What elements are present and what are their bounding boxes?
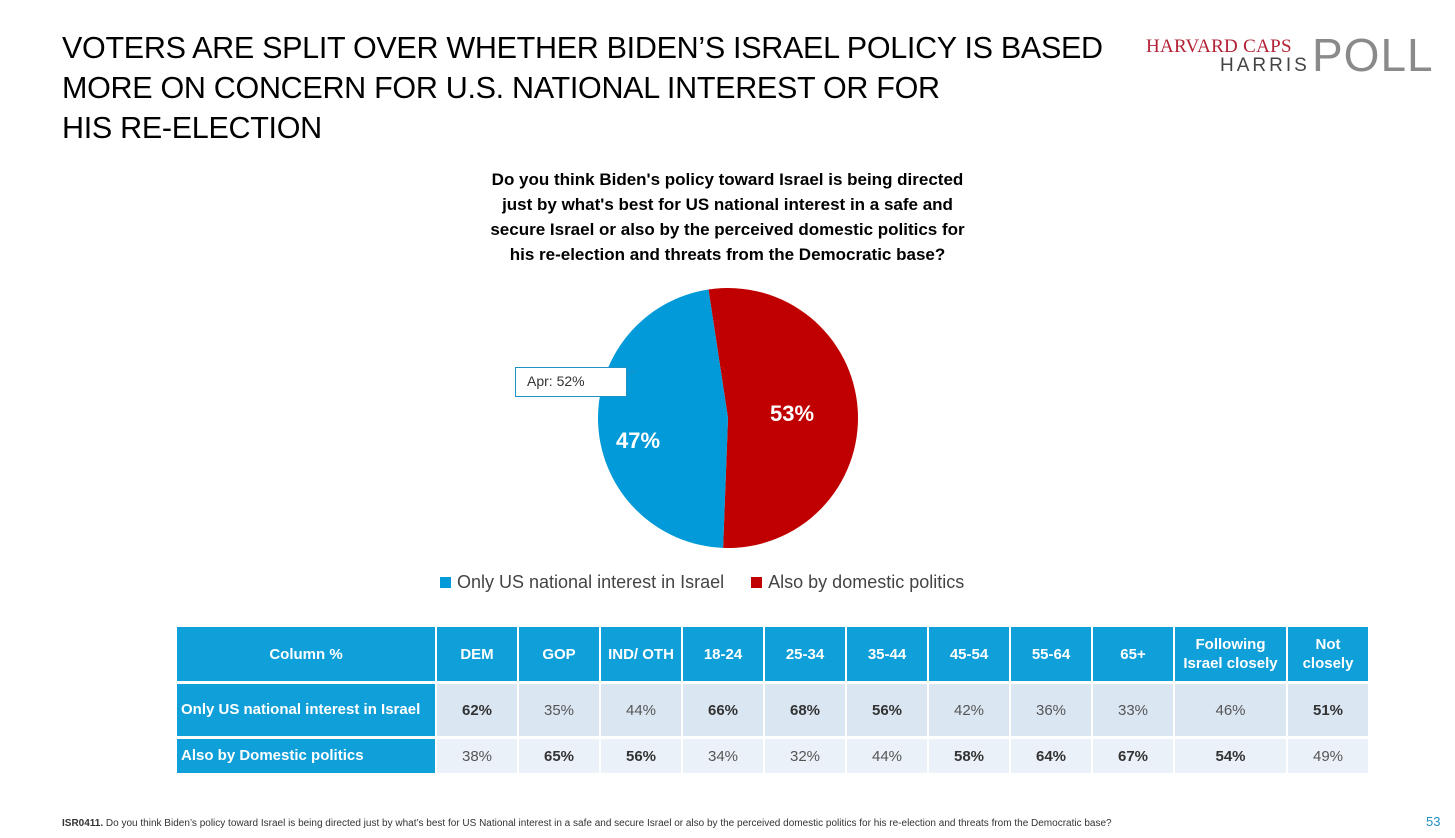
legend-item: Also by domestic politics (751, 572, 964, 593)
slide-title: VOTERS ARE SPLIT OVER WHETHER BIDEN’S IS… (62, 28, 1132, 148)
table-cell: 51% (1288, 684, 1368, 736)
table-cell: 36% (1011, 684, 1091, 736)
table-cell: 56% (847, 684, 927, 736)
table-cell: 54% (1175, 739, 1286, 773)
column-header: 45-54 (929, 627, 1009, 681)
column-header: GOP (519, 627, 599, 681)
legend-item: Only US national interest in Israel (440, 572, 724, 593)
legend-swatch-red (751, 577, 763, 588)
table-cell: 33% (1093, 684, 1173, 736)
column-header: IND/ OTH (601, 627, 681, 681)
pie-slice-national-interest (597, 289, 728, 548)
slide-title-line: MORE ON CONCERN FOR U.S. NATIONAL INTERE… (62, 71, 940, 105)
table-cell: 68% (765, 684, 845, 736)
table-cell: 67% (1093, 739, 1173, 773)
table-cell: 66% (683, 684, 763, 736)
table-cell: 35% (519, 684, 599, 736)
table-cell: 56% (601, 739, 681, 773)
table-cell: 58% (929, 739, 1009, 773)
table-cell: 65% (519, 739, 599, 773)
survey-question: Do you think Biden's policy toward Israe… (440, 167, 1015, 267)
slide-title-line: HIS RE-ELECTION (62, 111, 322, 145)
column-header: 65+ (1093, 627, 1173, 681)
row-label: Also by Domestic politics (177, 739, 435, 773)
column-header: DEM (437, 627, 517, 681)
question-line: Do you think Biden's policy toward Israe… (491, 170, 964, 189)
legend-swatch-blue (440, 577, 451, 588)
footnote-text: Do you think Biden’s policy toward Israe… (103, 818, 1112, 829)
column-header: 55-64 (1011, 627, 1091, 681)
table-cell: 64% (1011, 739, 1091, 773)
column-header: Following Israel closely (1175, 627, 1286, 681)
table-cell: 44% (601, 684, 681, 736)
pie-data-label: 47% (616, 428, 660, 453)
legend-label: Also by domestic politics (768, 572, 965, 592)
table-cell: 62% (437, 684, 517, 736)
chart-legend: Only US national interest in Israel Also… (440, 572, 986, 593)
column-header: Not closely (1288, 627, 1368, 681)
slide-title-line: VOTERS ARE SPLIT OVER WHETHER BIDEN’S IS… (62, 31, 1103, 65)
table-cell: 34% (683, 739, 763, 773)
row-label: Only US national interest in Israel (177, 684, 435, 736)
table-cell: 38% (437, 739, 517, 773)
footnote: ISR0411. Do you think Biden’s policy tow… (62, 818, 1112, 829)
table-cell: 42% (929, 684, 1009, 736)
table-cell: 44% (847, 739, 927, 773)
harvard-caps-harris-poll-logo: HARVARD CAPS HARRIS POLL (1140, 30, 1440, 80)
question-line: his re-election and threats from the Dem… (509, 245, 946, 264)
question-line: just by what's best for US national inte… (502, 195, 953, 214)
crosstab-table: Column % DEM GOP IND/ OTH 18-24 25-34 35-44 45… (175, 624, 1370, 776)
logo-line-3: POLL (1312, 29, 1434, 81)
logo-line-1: HARVARD CAPS (1146, 36, 1292, 57)
page-number: 53 (1426, 814, 1441, 829)
pie-slice-domestic-politics (708, 288, 858, 549)
prior-wave-callout: Apr: 52% (515, 367, 627, 397)
column-header: 18-24 (683, 627, 763, 681)
pie-data-label: 53% (770, 401, 814, 426)
column-header: 25-34 (765, 627, 845, 681)
footnote-code: ISR0411. (62, 818, 104, 829)
logo-line-2: HARRIS (1220, 55, 1310, 76)
pie-chart: 47% 53% (597, 288, 858, 549)
question-line: secure Israel or also by the perceived d… (490, 220, 965, 239)
table-corner-header: Column % (177, 627, 435, 681)
table-cell: 32% (765, 739, 845, 773)
table-cell: 46% (1175, 684, 1286, 736)
column-header: 35-44 (847, 627, 927, 681)
table-cell: 49% (1288, 739, 1368, 773)
legend-label: Only US national interest in Israel (457, 572, 725, 592)
callout-leader-line (626, 369, 637, 376)
